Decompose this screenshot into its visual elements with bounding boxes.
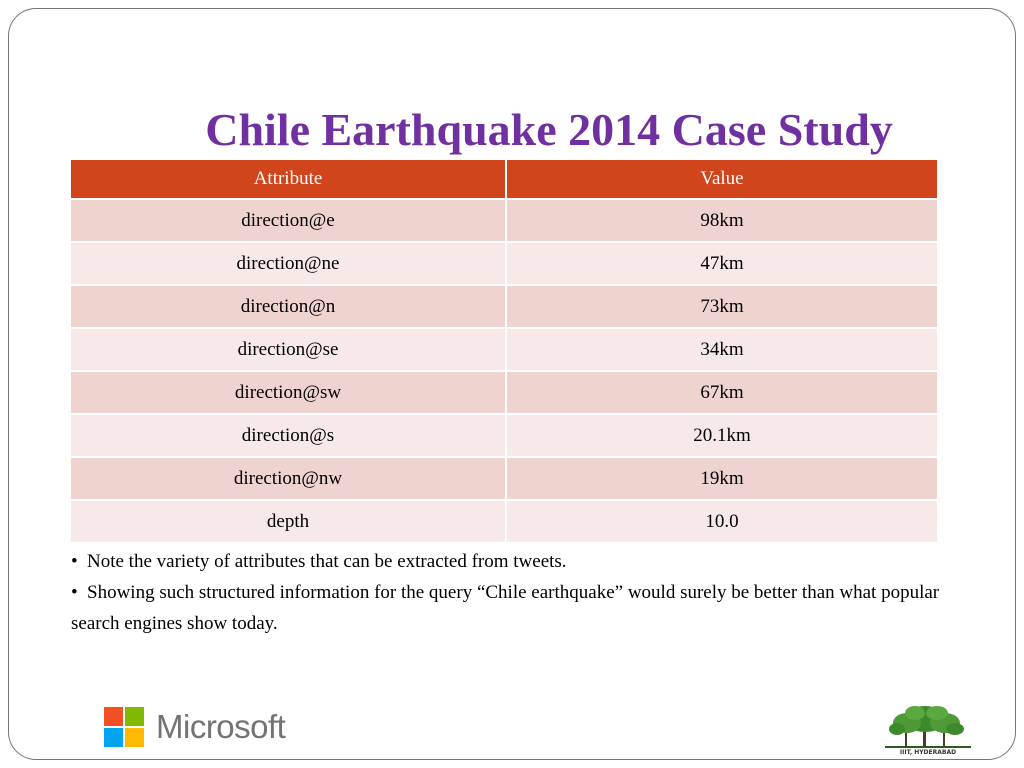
cell-attribute: direction@nw [69, 456, 507, 501]
table-header-row: Attribute Value [69, 158, 939, 200]
bullet-dot-icon: • [71, 582, 78, 603]
bullet-item: • Showing such structured information for… [71, 577, 971, 639]
cell-value: 47km [505, 241, 939, 286]
cell-value: 34km [505, 327, 939, 372]
microsoft-logo: Microsoft [104, 706, 286, 748]
microsoft-logo-icon [104, 707, 144, 747]
bullet-text: Showing such structured information for … [71, 582, 940, 634]
cell-attribute: direction@ne [69, 241, 507, 286]
cell-value: 20.1km [505, 413, 939, 458]
iiit-logo-caption: IIIT, HYDERABAD [899, 749, 957, 756]
slide: Chile Earthquake 2014 Case Study Attribu… [8, 8, 1016, 760]
bullet-text: Note the variety of attributes that can … [87, 551, 567, 572]
iiit-logo: IIIT, HYDERABAD [883, 701, 973, 759]
cell-attribute: direction@s [69, 413, 507, 458]
table-row: direction@s 20.1km [69, 413, 939, 458]
cell-attribute: direction@se [69, 327, 507, 372]
logo-square-green [125, 707, 144, 726]
microsoft-logo-text: Microsoft [156, 708, 286, 745]
table-row: depth 10.0 [69, 499, 939, 544]
cell-attribute: direction@sw [69, 370, 507, 415]
table-row: direction@nw 19km [69, 456, 939, 501]
table-row: direction@ne 47km [69, 241, 939, 286]
logo-square-red [104, 707, 123, 726]
table-row: direction@sw 67km [69, 370, 939, 415]
cell-value: 73km [505, 284, 939, 329]
bullet-list: • Note the variety of attributes that can… [71, 546, 971, 639]
tree-icon [885, 706, 971, 748]
cell-attribute: direction@e [69, 198, 507, 243]
bullet-item: • Note the variety of attributes that can… [71, 546, 971, 577]
attribute-table-container: Attribute Value direction@e 98km directi… [69, 158, 939, 544]
logo-square-blue [104, 728, 123, 747]
bullet-dot-icon: • [71, 551, 78, 572]
cell-attribute: depth [69, 499, 507, 544]
header-value: Value [505, 158, 939, 200]
slide-title: Chile Earthquake 2014 Case Study [205, 104, 893, 155]
cell-attribute: direction@n [69, 284, 507, 329]
cell-value: 19km [505, 456, 939, 501]
table-row: direction@se 34km [69, 327, 939, 372]
table-row: direction@e 98km [69, 198, 939, 243]
logo-square-yellow [125, 728, 144, 747]
cell-value: 98km [505, 198, 939, 243]
table-row: direction@n 73km [69, 284, 939, 329]
cell-value: 10.0 [505, 499, 939, 544]
cell-value: 67km [505, 370, 939, 415]
header-attribute: Attribute [69, 158, 507, 200]
attribute-table: Attribute Value direction@e 98km directi… [69, 158, 939, 544]
